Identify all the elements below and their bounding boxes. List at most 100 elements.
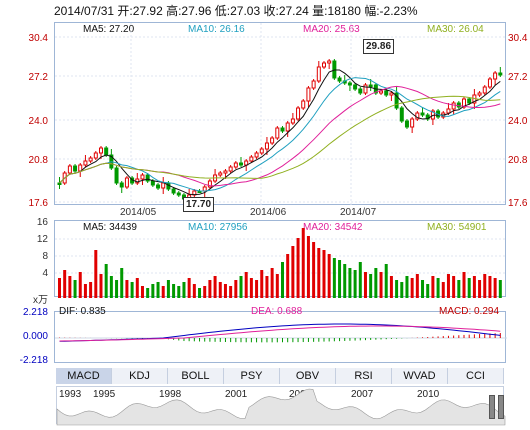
candle-body <box>404 120 409 128</box>
candle-body <box>410 118 415 128</box>
candle-body <box>321 62 326 68</box>
volume-bar <box>275 274 279 298</box>
timeline-handle-left[interactable] <box>489 395 495 419</box>
candle-body <box>285 122 290 132</box>
volume-bar <box>415 274 419 298</box>
candle-body <box>270 137 275 144</box>
dif-label: DIF: 0.835 <box>59 306 106 317</box>
candle-body <box>467 98 472 104</box>
candle-body <box>337 77 342 82</box>
candle-body <box>451 102 456 110</box>
candle-body <box>104 147 109 156</box>
candle-body <box>316 66 321 82</box>
volume-bar <box>99 274 103 298</box>
vol-ytick: 12 <box>36 234 48 245</box>
tab-cci[interactable]: CCI <box>448 368 504 384</box>
macd-ytick: 2.218 <box>22 307 48 318</box>
volume-bar <box>244 272 248 298</box>
timeline-navigator[interactable]: 1993 1995 1998 2001 2004 2007 2010 <box>56 386 506 426</box>
candle-body <box>93 152 98 159</box>
volume-bar <box>374 268 378 298</box>
candle-body <box>347 82 352 86</box>
price-ytick: 20.8 <box>28 155 48 166</box>
candle-body <box>202 186 207 192</box>
candle-body <box>57 182 62 185</box>
vol-ytick: 16 <box>36 217 48 228</box>
volume-bar <box>218 282 222 298</box>
candle-body <box>379 90 384 94</box>
candle-body <box>67 165 72 174</box>
candlestick-area <box>55 23 507 206</box>
vol-ma30-label: MA30: 54901 <box>427 222 487 233</box>
volume-bar <box>358 262 362 298</box>
candle-body <box>363 84 368 94</box>
tab-macd[interactable]: MACD <box>56 368 112 384</box>
volume-bar <box>213 276 217 298</box>
volume-bar <box>161 286 165 298</box>
volume-bar <box>389 276 393 298</box>
volume-bar <box>130 282 134 298</box>
volume-chart: MA5: 34439 MA10: 27956 MA20: 34542 MA30:… <box>54 220 507 298</box>
timeline-handle-right[interactable] <box>498 395 504 419</box>
candle-body <box>124 177 129 188</box>
volume-bar <box>187 278 191 298</box>
volume-bar <box>332 258 336 298</box>
volume-bar <box>317 248 321 298</box>
volume-bar <box>229 286 233 298</box>
volume-bar <box>369 274 373 298</box>
volume-bar <box>301 228 305 298</box>
volume-bar <box>208 280 212 298</box>
price-ytick-right: 30.4 <box>508 33 528 44</box>
volume-bar <box>192 284 196 298</box>
candle-body <box>83 160 88 166</box>
candle-body <box>306 87 311 102</box>
date-tick: 2014/06 <box>250 207 287 218</box>
macd-chart: DIF: 0.835 DEA: 0.688 MACD: 0.294 <box>54 306 507 363</box>
price-ytick: 24.0 <box>28 116 48 127</box>
dea-line <box>59 325 501 342</box>
tab-psy[interactable]: PSY <box>224 368 280 384</box>
candle-body <box>327 60 332 64</box>
candle-body <box>368 84 373 87</box>
candle-body <box>487 78 492 88</box>
tab-boll[interactable]: BOLL <box>168 368 224 384</box>
volume-bar <box>493 278 497 298</box>
volume-bar <box>431 276 435 298</box>
volume-bar <box>410 278 414 298</box>
tab-wvad[interactable]: WVAD <box>392 368 448 384</box>
ma-line <box>59 95 501 184</box>
volume-bar <box>286 254 290 298</box>
ma-line <box>59 85 501 187</box>
indicator-tabs: MACD KDJ BOLL PSY OBV RSI WVAD CCI <box>56 368 504 384</box>
date-tick: 2014/07 <box>340 207 377 218</box>
volume-bar <box>156 282 160 298</box>
macd-ytick: 0.000 <box>22 331 48 342</box>
macd-lines <box>55 323 507 343</box>
volume-bar <box>94 250 98 298</box>
volume-bar <box>58 278 61 298</box>
candle-body <box>88 157 93 162</box>
year-label: 2010 <box>417 389 440 400</box>
volume-bar <box>166 280 170 298</box>
vol-ytick: 8 <box>42 251 48 262</box>
volume-bar <box>172 284 176 298</box>
candle-body <box>150 180 155 186</box>
candle-body <box>477 92 482 96</box>
low-callout: 17.70 <box>183 197 215 212</box>
price-ytick: 27.2 <box>28 72 48 83</box>
volume-bars <box>55 228 507 298</box>
candle-body <box>446 108 451 114</box>
dif-line <box>59 323 501 342</box>
candle-body <box>384 90 389 96</box>
volume-bar <box>441 282 445 298</box>
price-ytick: 17.6 <box>28 198 48 209</box>
volume-bar <box>234 280 238 298</box>
dea-label: DEA: 0.688 <box>251 306 303 317</box>
tab-rsi[interactable]: RSI <box>336 368 392 384</box>
candle-body <box>399 107 404 122</box>
macd-label: MACD: 0.294 <box>439 306 500 317</box>
volume-bar <box>146 288 150 298</box>
tab-obv[interactable]: OBV <box>280 368 336 384</box>
volume-bar <box>446 274 450 298</box>
tab-kdj[interactable]: KDJ <box>112 368 168 384</box>
